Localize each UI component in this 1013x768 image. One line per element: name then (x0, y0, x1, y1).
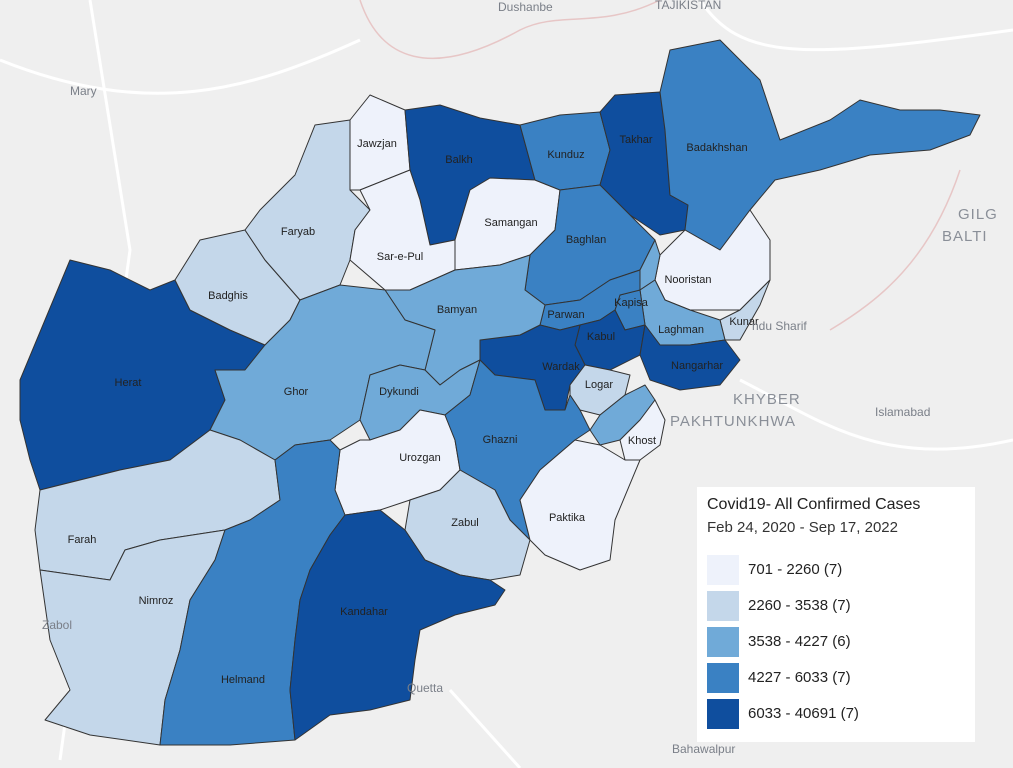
province-label: Helmand (221, 674, 265, 686)
province (639, 324, 741, 391)
province-label: Ghor (284, 386, 309, 398)
place-label: PAKHTUNKHWA (670, 413, 796, 430)
legend-swatch (707, 555, 739, 585)
province-label: Wardak (542, 361, 580, 373)
place-label: TAJIKISTAN (655, 0, 721, 12)
province-label: Urozgan (399, 452, 441, 464)
labels: Herat Badghis Faryab Jawzjan Balkh Sar-e-Pul S… (68, 134, 759, 686)
place-label: Dushanbe (498, 0, 553, 14)
place-label: KHYBER (733, 391, 801, 408)
place-label: ndu Sharif (752, 319, 807, 333)
province-label: Badghis (208, 290, 248, 302)
legend-subtitle: Feb 24, 2020 - Sep 17, 2022 (707, 519, 898, 536)
province-label: Zabul (451, 517, 479, 529)
province-label: Ghazni (483, 434, 518, 446)
province-label: Samangan (484, 217, 537, 229)
province-label: Jawzjan (357, 138, 397, 150)
legend-label: 6033 - 40691 (7) (748, 705, 859, 722)
place-label: Mary (70, 84, 97, 98)
province-label: Faryab (281, 226, 315, 238)
province-label: Takhar (619, 134, 652, 146)
province (289, 509, 506, 741)
province-label: Bamyan (437, 304, 477, 316)
province-label: Balkh (445, 154, 473, 166)
province-label: Kunar (729, 316, 759, 328)
province-label: Kunduz (547, 149, 584, 161)
borders (359, 0, 961, 331)
province-label: Kapisa (614, 297, 649, 309)
place-label: Quetta (407, 681, 443, 695)
province-label: Nangarhar (671, 360, 723, 372)
province-label: Kandahar (340, 606, 388, 618)
place-label: Zabol (42, 618, 72, 632)
province-label: Paktika (549, 512, 586, 524)
province-label: Nimroz (139, 595, 174, 607)
legend-swatch (707, 699, 739, 729)
legend-swatch (707, 591, 739, 621)
province-label: Dykundi (379, 386, 419, 398)
province-label: Logar (585, 379, 613, 391)
place-label: Bahawalpur (672, 742, 735, 756)
province (659, 39, 981, 251)
province-label: Khost (628, 435, 656, 447)
legend-label: 3538 - 4227 (6) (748, 633, 851, 650)
province-label: Badakhshan (686, 142, 747, 154)
legend-label: 2260 - 3538 (7) (748, 597, 851, 614)
province-label: Kabul (587, 331, 615, 343)
province (519, 439, 641, 571)
legend-label: 701 - 2260 (7) (748, 561, 842, 578)
legend-label: 4227 - 6033 (7) (748, 669, 851, 686)
place-label: GILG (958, 206, 998, 223)
legend-title: Covid19- All Confirmed Cases (707, 496, 920, 513)
province-label: Baghlan (566, 234, 606, 246)
province-label: Herat (115, 377, 142, 389)
place-label: Islamabad (875, 405, 930, 419)
legend-swatch (707, 627, 739, 657)
legend-swatch (707, 663, 739, 693)
province-label: Laghman (658, 324, 704, 336)
legend-box (697, 487, 975, 742)
province-label: Sar-e-Pul (377, 251, 423, 263)
province-label: Nooristan (664, 274, 711, 286)
province-label: Parwan (547, 309, 584, 321)
legend: 701 - 2260 (7) 2260 - 3538 (7) 3538 - 4227… (707, 555, 859, 729)
provinces (19, 39, 981, 746)
place-label: BALTI (942, 228, 988, 245)
province-label: Farah (68, 534, 97, 546)
